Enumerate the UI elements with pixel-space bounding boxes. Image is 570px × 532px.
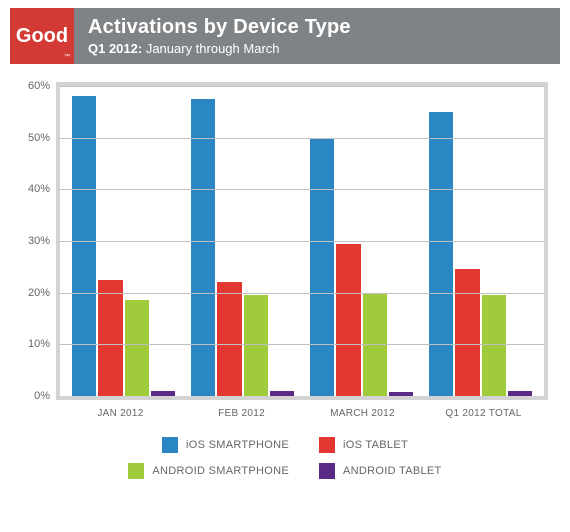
bar <box>482 295 506 396</box>
brand-logo-text: Good <box>16 25 68 48</box>
y-tick-label: 30% <box>28 235 50 247</box>
legend-label: iOS TABLET <box>343 439 408 451</box>
plot-area <box>56 82 548 400</box>
legend-label: iOS SMARTPHONE <box>186 439 289 451</box>
chart-subtitle: Q1 2012: January through March <box>88 41 546 56</box>
bar <box>336 244 360 396</box>
bar <box>191 99 215 396</box>
bar <box>389 392 413 396</box>
x-tick-label: FEB 2012 <box>181 400 302 419</box>
legend-item: ANDROID TABLET <box>319 463 442 479</box>
bar <box>508 391 532 396</box>
bar <box>310 138 334 396</box>
y-tick-label: 0% <box>34 390 50 402</box>
bar <box>270 391 294 396</box>
bar <box>429 112 453 396</box>
x-tick-label: MARCH 2012 <box>302 400 423 419</box>
bar <box>244 295 268 396</box>
x-tick-label: JAN 2012 <box>60 400 181 419</box>
grid-line <box>60 189 544 190</box>
legend-swatch-icon <box>162 437 178 453</box>
x-axis: JAN 2012FEB 2012MARCH 2012Q1 2012 TOTAL <box>56 400 548 419</box>
bar <box>72 96 96 396</box>
grid-line <box>60 241 544 242</box>
chart: 0% 10% 20% 30% 40% 50% 60% JAN 2012FEB 2012MAR… <box>22 82 548 419</box>
y-tick-label: 10% <box>28 338 50 350</box>
title-block: Activations by Device Type Q1 2012: Janu… <box>74 8 560 64</box>
chart-title: Activations by Device Type <box>88 16 546 39</box>
legend-swatch-icon <box>128 463 144 479</box>
grid-line <box>60 86 544 87</box>
x-tick-label: Q1 2012 TOTAL <box>423 400 544 419</box>
bar <box>125 300 149 396</box>
y-tick-label: 20% <box>28 287 50 299</box>
legend-swatch-icon <box>319 463 335 479</box>
bar <box>98 280 122 396</box>
legend-label: ANDROID SMARTPHONE <box>152 465 289 477</box>
subtitle-bold: Q1 2012: <box>88 41 142 56</box>
y-tick-label: 50% <box>28 132 50 144</box>
y-tick-label: 40% <box>28 183 50 195</box>
legend-item: iOS SMARTPHONE <box>162 437 289 453</box>
legend-row: ANDROID SMARTPHONE ANDROID TABLET <box>75 463 495 479</box>
grid-line <box>60 344 544 345</box>
header: Good ™ Activations by Device Type Q1 201… <box>10 8 560 64</box>
bar <box>455 269 479 396</box>
bar <box>217 282 241 396</box>
grid-line <box>60 293 544 294</box>
bar <box>151 391 175 396</box>
trademark-icon: ™ <box>64 54 70 60</box>
brand-logo: Good ™ <box>10 8 74 64</box>
legend-label: ANDROID TABLET <box>343 465 442 477</box>
subtitle-rest: January through March <box>142 41 279 56</box>
legend-item: iOS TABLET <box>319 437 408 453</box>
legend-row: iOS SMARTPHONE iOS TABLET <box>75 437 495 453</box>
legend-item: ANDROID SMARTPHONE <box>128 463 289 479</box>
legend: iOS SMARTPHONE iOS TABLET ANDROID SMARTPHO… <box>75 437 495 479</box>
y-axis: 0% 10% 20% 30% 40% 50% 60% <box>22 82 56 400</box>
grid-line <box>60 138 544 139</box>
legend-swatch-icon <box>319 437 335 453</box>
y-tick-label: 60% <box>28 80 50 92</box>
